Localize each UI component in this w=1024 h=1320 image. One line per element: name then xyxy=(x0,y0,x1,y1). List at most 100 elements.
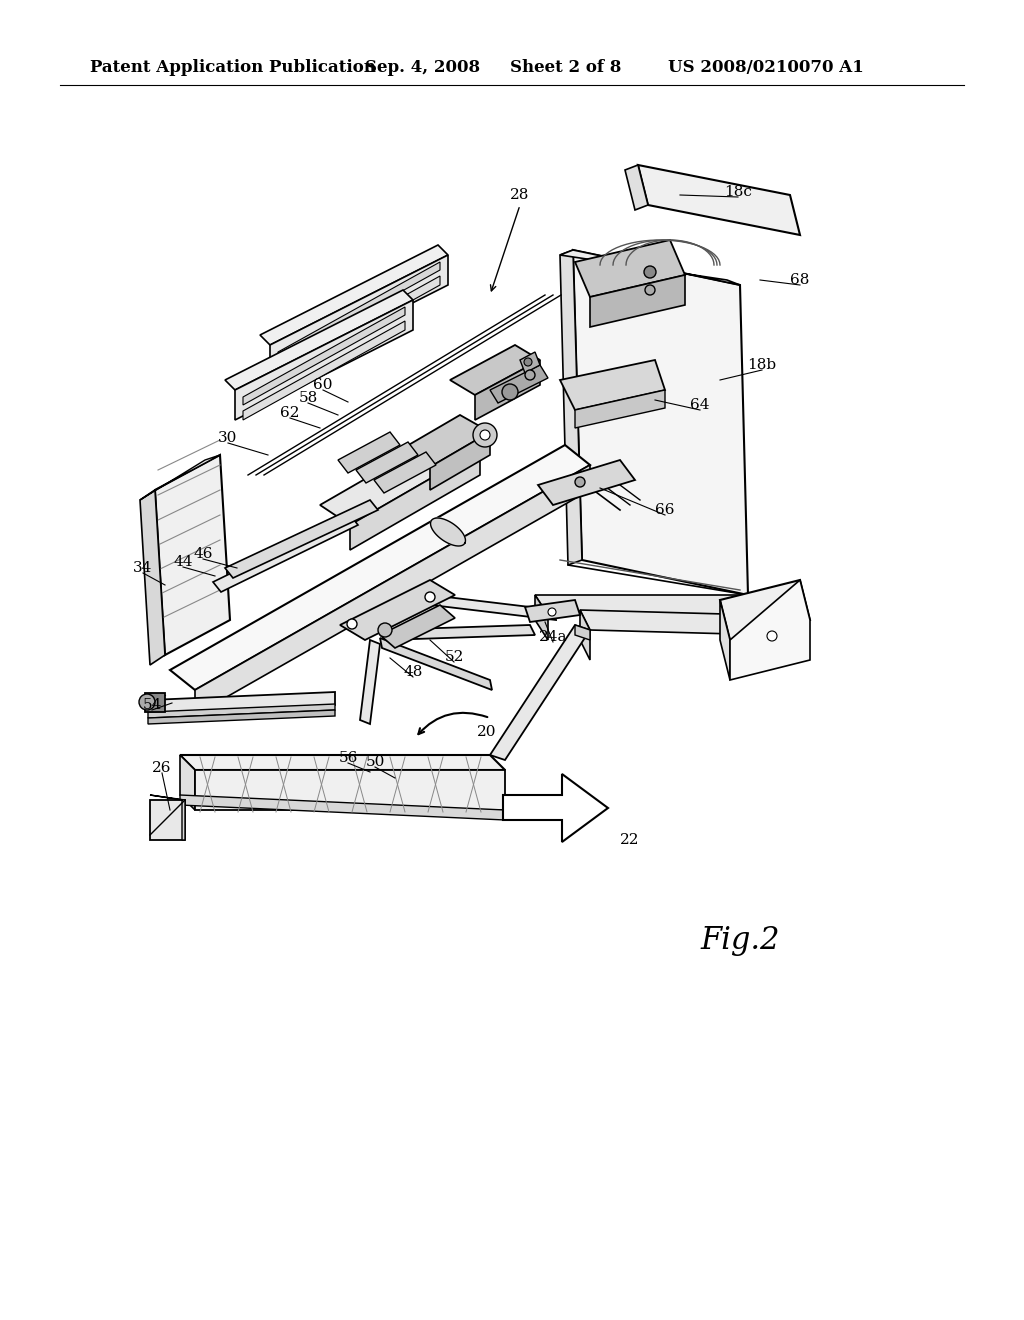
Polygon shape xyxy=(260,246,449,345)
Polygon shape xyxy=(450,345,540,395)
Circle shape xyxy=(139,694,155,710)
Polygon shape xyxy=(155,455,230,655)
Polygon shape xyxy=(535,595,548,640)
Polygon shape xyxy=(430,432,490,490)
Polygon shape xyxy=(278,261,440,360)
Polygon shape xyxy=(140,455,220,500)
Polygon shape xyxy=(380,624,535,640)
Circle shape xyxy=(378,623,392,638)
Polygon shape xyxy=(234,300,413,420)
Polygon shape xyxy=(243,308,406,405)
Polygon shape xyxy=(150,800,185,840)
Polygon shape xyxy=(490,624,590,760)
Circle shape xyxy=(502,384,518,400)
Polygon shape xyxy=(380,638,492,690)
Circle shape xyxy=(425,591,435,602)
Polygon shape xyxy=(490,366,548,403)
Polygon shape xyxy=(243,321,406,420)
Text: 60: 60 xyxy=(313,378,333,392)
Polygon shape xyxy=(475,360,540,420)
Polygon shape xyxy=(350,450,480,550)
Polygon shape xyxy=(580,610,590,660)
Text: 18b: 18b xyxy=(748,358,776,372)
Circle shape xyxy=(644,267,656,279)
Polygon shape xyxy=(170,445,590,690)
Polygon shape xyxy=(148,710,335,723)
Circle shape xyxy=(480,430,490,440)
Text: 22: 22 xyxy=(621,833,640,847)
Polygon shape xyxy=(525,601,580,622)
Text: 52: 52 xyxy=(444,649,464,664)
Polygon shape xyxy=(730,579,810,680)
Polygon shape xyxy=(430,595,556,620)
Polygon shape xyxy=(148,704,335,718)
Circle shape xyxy=(548,609,556,616)
Text: 28: 28 xyxy=(510,187,529,202)
Text: US 2008/0210070 A1: US 2008/0210070 A1 xyxy=(668,59,864,77)
Circle shape xyxy=(524,358,532,366)
Text: 56: 56 xyxy=(338,751,357,766)
Polygon shape xyxy=(213,515,358,591)
Polygon shape xyxy=(150,795,185,840)
Polygon shape xyxy=(380,605,455,648)
Polygon shape xyxy=(430,517,466,546)
Text: 34: 34 xyxy=(133,561,153,576)
Text: 20: 20 xyxy=(477,725,497,739)
Polygon shape xyxy=(338,432,400,473)
Polygon shape xyxy=(720,579,810,640)
Text: 48: 48 xyxy=(403,665,423,678)
Polygon shape xyxy=(573,249,748,595)
Polygon shape xyxy=(360,640,380,723)
Text: Patent Application Publication: Patent Application Publication xyxy=(90,59,376,77)
Polygon shape xyxy=(638,165,800,235)
Text: 26: 26 xyxy=(153,762,172,775)
Polygon shape xyxy=(575,240,685,297)
Polygon shape xyxy=(538,459,635,506)
Polygon shape xyxy=(340,579,455,640)
Polygon shape xyxy=(180,755,505,770)
Polygon shape xyxy=(400,414,490,467)
Polygon shape xyxy=(590,275,685,327)
Polygon shape xyxy=(720,601,730,680)
Polygon shape xyxy=(535,595,760,615)
Polygon shape xyxy=(625,165,648,210)
Polygon shape xyxy=(319,430,480,525)
Text: Fig.2: Fig.2 xyxy=(700,924,779,956)
Polygon shape xyxy=(560,249,582,565)
Polygon shape xyxy=(180,755,195,810)
Polygon shape xyxy=(374,451,436,492)
Text: 54: 54 xyxy=(142,698,162,711)
Polygon shape xyxy=(145,693,165,711)
Text: Sheet 2 of 8: Sheet 2 of 8 xyxy=(510,59,622,77)
Text: Sep. 4, 2008: Sep. 4, 2008 xyxy=(365,59,480,77)
Text: 18c: 18c xyxy=(724,185,752,199)
Text: 24a: 24a xyxy=(539,630,567,644)
Text: 58: 58 xyxy=(298,391,317,405)
Circle shape xyxy=(767,631,777,642)
Circle shape xyxy=(525,370,535,380)
Polygon shape xyxy=(225,290,413,389)
Polygon shape xyxy=(560,360,665,411)
Polygon shape xyxy=(270,255,449,375)
Polygon shape xyxy=(225,500,378,578)
Text: 68: 68 xyxy=(791,273,810,286)
Polygon shape xyxy=(575,624,590,640)
Polygon shape xyxy=(580,610,770,635)
Circle shape xyxy=(645,285,655,294)
Text: 50: 50 xyxy=(366,755,385,770)
Polygon shape xyxy=(150,692,335,713)
Text: 44: 44 xyxy=(173,554,193,569)
Polygon shape xyxy=(195,465,590,715)
Text: 46: 46 xyxy=(194,546,213,561)
Text: 66: 66 xyxy=(655,503,675,517)
Text: 62: 62 xyxy=(281,407,300,420)
Circle shape xyxy=(347,619,357,630)
Polygon shape xyxy=(195,770,505,810)
Polygon shape xyxy=(180,795,505,820)
Polygon shape xyxy=(560,249,740,285)
Text: 64: 64 xyxy=(690,399,710,412)
Circle shape xyxy=(575,477,585,487)
Polygon shape xyxy=(356,442,418,483)
Polygon shape xyxy=(520,352,540,374)
Circle shape xyxy=(473,422,497,447)
